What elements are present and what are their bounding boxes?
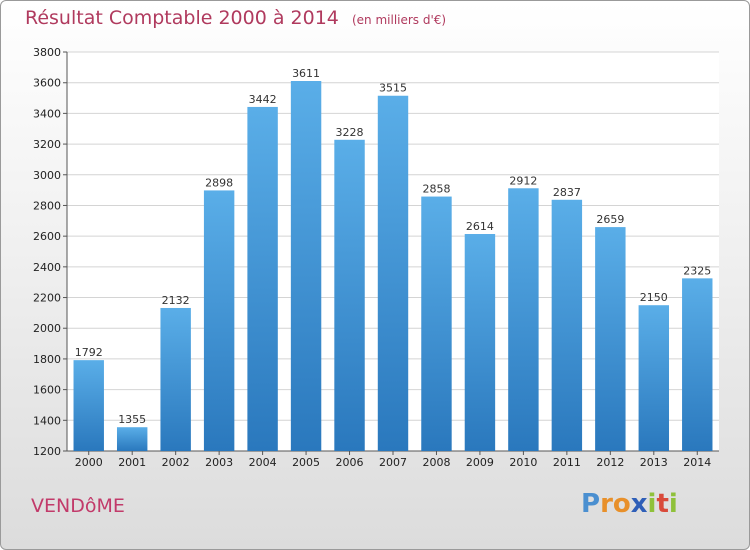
- bar-2010: [508, 188, 539, 451]
- bar-2005: [290, 81, 322, 451]
- y-tick-label: 2200: [33, 292, 61, 305]
- logo-letter: x: [630, 489, 648, 519]
- chart-subtitle: (en milliers d'€): [351, 13, 447, 27]
- x-tick-label: 2006: [336, 456, 364, 469]
- chart-title: Résultat Comptable 2000 à 2014: [25, 7, 339, 29]
- bar-2000: [73, 360, 104, 451]
- bars: [73, 81, 713, 451]
- y-tick-label: 3200: [33, 138, 61, 151]
- value-labels: 1792 1355 2132 2898 3442 3611 3228 3515 2858 2614…: [75, 67, 712, 426]
- value-label-2010: 2912: [509, 174, 537, 187]
- bar-2012: [595, 227, 626, 451]
- y-tick-label: 3800: [33, 46, 61, 59]
- value-label-2004: 3442: [249, 93, 277, 106]
- logo-letter: P: [581, 489, 601, 519]
- y-tick-label: 2000: [33, 322, 61, 335]
- value-label-2001: 1355: [118, 413, 146, 426]
- y-tick-label: 2800: [33, 199, 61, 212]
- logo-letter: o: [612, 489, 631, 519]
- chart-title-block: Résultat Comptable 2000 à 2014 (en milli…: [25, 7, 446, 29]
- value-label-2013: 2150: [640, 291, 668, 304]
- y-axis-ticks: 1200 1400 1600 1800 2000 2200 2400 2600 2800 3000…: [33, 46, 61, 458]
- x-tick-label: 2005: [292, 456, 320, 469]
- value-label-2012: 2659: [596, 213, 624, 226]
- x-tick-label: 2010: [509, 456, 537, 469]
- logo-letter: t: [656, 489, 669, 519]
- x-tick-label: 2011: [553, 456, 581, 469]
- y-tick-label: 3400: [33, 107, 61, 120]
- value-label-2007: 3515: [379, 82, 407, 95]
- x-tick-label: 2007: [379, 456, 407, 469]
- y-tick-label: 1800: [33, 353, 61, 366]
- value-label-2006: 3228: [336, 126, 364, 139]
- bar-2002: [160, 307, 191, 451]
- x-tick-label: 2012: [596, 456, 624, 469]
- x-tick-label: 2004: [249, 456, 277, 469]
- logo-letter: i: [647, 489, 657, 519]
- value-label-2002: 2132: [162, 294, 190, 307]
- y-tick-label: 1400: [33, 414, 61, 427]
- x-tick-label: 2001: [118, 456, 146, 469]
- value-label-2000: 1792: [75, 346, 103, 359]
- x-tick-label: 2008: [422, 456, 450, 469]
- value-label-2014: 2325: [683, 264, 711, 277]
- value-label-2008: 2858: [422, 183, 450, 196]
- bar-2011: [551, 199, 583, 451]
- value-label-2011: 2837: [553, 186, 581, 199]
- y-tick-label: 3600: [33, 77, 61, 90]
- x-tick-label: 2013: [640, 456, 668, 469]
- bar-2013: [638, 305, 670, 451]
- y-tick-label: 1200: [33, 445, 61, 458]
- bar-2014: [682, 278, 713, 451]
- value-label-2003: 2898: [205, 176, 233, 189]
- bar-2007: [377, 95, 409, 451]
- y-tick-label: 3000: [33, 169, 61, 182]
- bar-2009: [464, 234, 496, 451]
- y-tick-label: 2600: [33, 230, 61, 243]
- x-axis-ticks: 2000 2001 2002 2003 2004 2005 2006 2007 2008 2009…: [75, 451, 711, 469]
- bar-2001: [116, 427, 148, 451]
- x-tick-label: 2014: [683, 456, 711, 469]
- bar-2006: [334, 139, 365, 451]
- y-tick-label: 2400: [33, 261, 61, 274]
- y-tick-label: 1600: [33, 384, 61, 397]
- x-tick-label: 2003: [205, 456, 233, 469]
- logo-letter: i: [668, 489, 678, 519]
- bar-2004: [247, 106, 278, 451]
- value-label-2005: 3611: [292, 67, 320, 80]
- value-label-2009: 2614: [466, 220, 494, 233]
- x-tick-label: 2002: [162, 456, 190, 469]
- city-name: VENDôME: [31, 495, 125, 517]
- x-tick-label: 2009: [466, 456, 494, 469]
- bar-2008: [421, 196, 452, 451]
- bar-2003: [203, 190, 235, 451]
- logo-letter: r: [600, 489, 613, 519]
- x-tick-label: 2000: [75, 456, 103, 469]
